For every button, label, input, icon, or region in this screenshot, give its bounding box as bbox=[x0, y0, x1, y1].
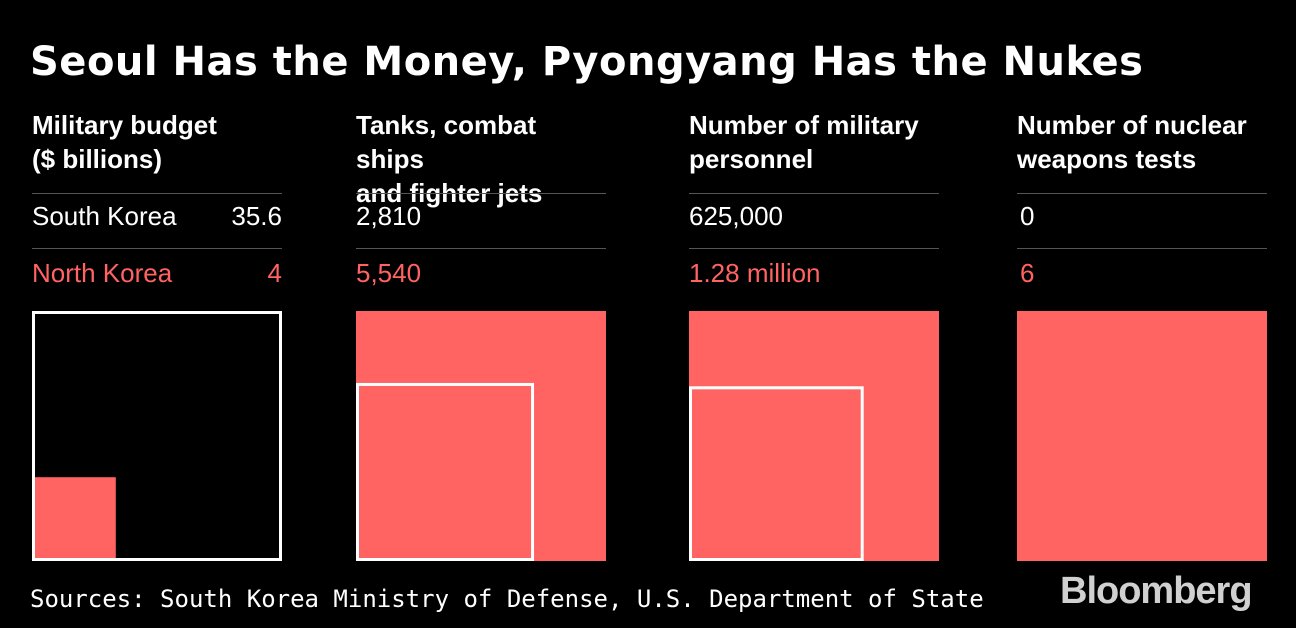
area-comparison-graphic bbox=[689, 311, 939, 561]
square-north-korea bbox=[32, 477, 116, 561]
squares-svg bbox=[1017, 311, 1267, 561]
bloomberg-logo: Bloomberg bbox=[1060, 570, 1253, 612]
value-north-korea: 6 bbox=[1020, 258, 1035, 288]
panel-heading: Number of military personnel bbox=[689, 110, 919, 174]
row-south-korea: 2,810 bbox=[356, 196, 606, 236]
value-south-korea: 35.6 bbox=[231, 201, 282, 231]
squares-svg bbox=[689, 311, 939, 561]
divider bbox=[1017, 193, 1267, 194]
divider bbox=[32, 193, 282, 194]
row-north-korea: 1.28 million bbox=[689, 253, 939, 293]
row-south-korea: 625,000 bbox=[689, 196, 939, 236]
area-comparison-graphic bbox=[356, 311, 606, 561]
row-north-korea: North Korea 4 bbox=[32, 253, 282, 293]
row-north-korea: 5,540 bbox=[356, 253, 606, 293]
panel-equipment: Tanks, combat ships and fighter jets 2,8… bbox=[356, 108, 606, 563]
divider bbox=[32, 248, 282, 249]
square-north-korea bbox=[356, 311, 606, 561]
value-south-korea: 625,000 bbox=[689, 201, 783, 231]
squares-svg bbox=[356, 311, 606, 561]
value-south-korea: 0 bbox=[1020, 201, 1035, 231]
value-north-korea: 4 bbox=[267, 258, 282, 288]
divider bbox=[1017, 248, 1267, 249]
value-south-korea: 2,810 bbox=[356, 201, 422, 231]
square-south-korea bbox=[689, 386, 864, 561]
area-comparison-graphic bbox=[32, 311, 282, 561]
squares-svg bbox=[32, 311, 282, 561]
row-south-korea: South Korea 35.6 bbox=[32, 196, 282, 236]
row-south-korea: 0 bbox=[1017, 196, 1267, 236]
divider bbox=[689, 248, 939, 249]
square-north-korea bbox=[1017, 311, 1267, 561]
divider bbox=[356, 248, 606, 249]
panel-personnel: Number of military personnel 625,000 1.2… bbox=[689, 108, 939, 563]
panel-military-budget: Military budget ($ billions) South Korea… bbox=[32, 108, 282, 563]
area-comparison-graphic bbox=[1017, 311, 1267, 561]
divider bbox=[689, 193, 939, 194]
panel-heading: Tanks, combat ships and fighter jets bbox=[356, 110, 543, 208]
value-north-korea: 5,540 bbox=[356, 258, 422, 288]
row-north-korea: 6 bbox=[1017, 253, 1267, 293]
panel-heading: Military budget ($ billions) bbox=[32, 110, 217, 174]
square-south-korea bbox=[32, 311, 282, 561]
square-south-korea bbox=[356, 382, 535, 561]
divider bbox=[356, 193, 606, 194]
chart-title: Seoul Has the Money, Pyongyang Has the N… bbox=[30, 39, 1144, 85]
square-north-korea bbox=[689, 311, 939, 561]
country-label-north-korea: North Korea bbox=[32, 258, 173, 288]
country-label-south-korea: South Korea bbox=[32, 201, 177, 231]
source-note: Sources: South Korea Ministry of Defense… bbox=[30, 585, 984, 613]
panel-heading: Number of nuclear weapons tests bbox=[1017, 110, 1247, 174]
value-north-korea: 1.28 million bbox=[689, 258, 821, 288]
panel-nuclear-tests: Number of nuclear weapons tests 0 6 bbox=[1017, 108, 1267, 563]
